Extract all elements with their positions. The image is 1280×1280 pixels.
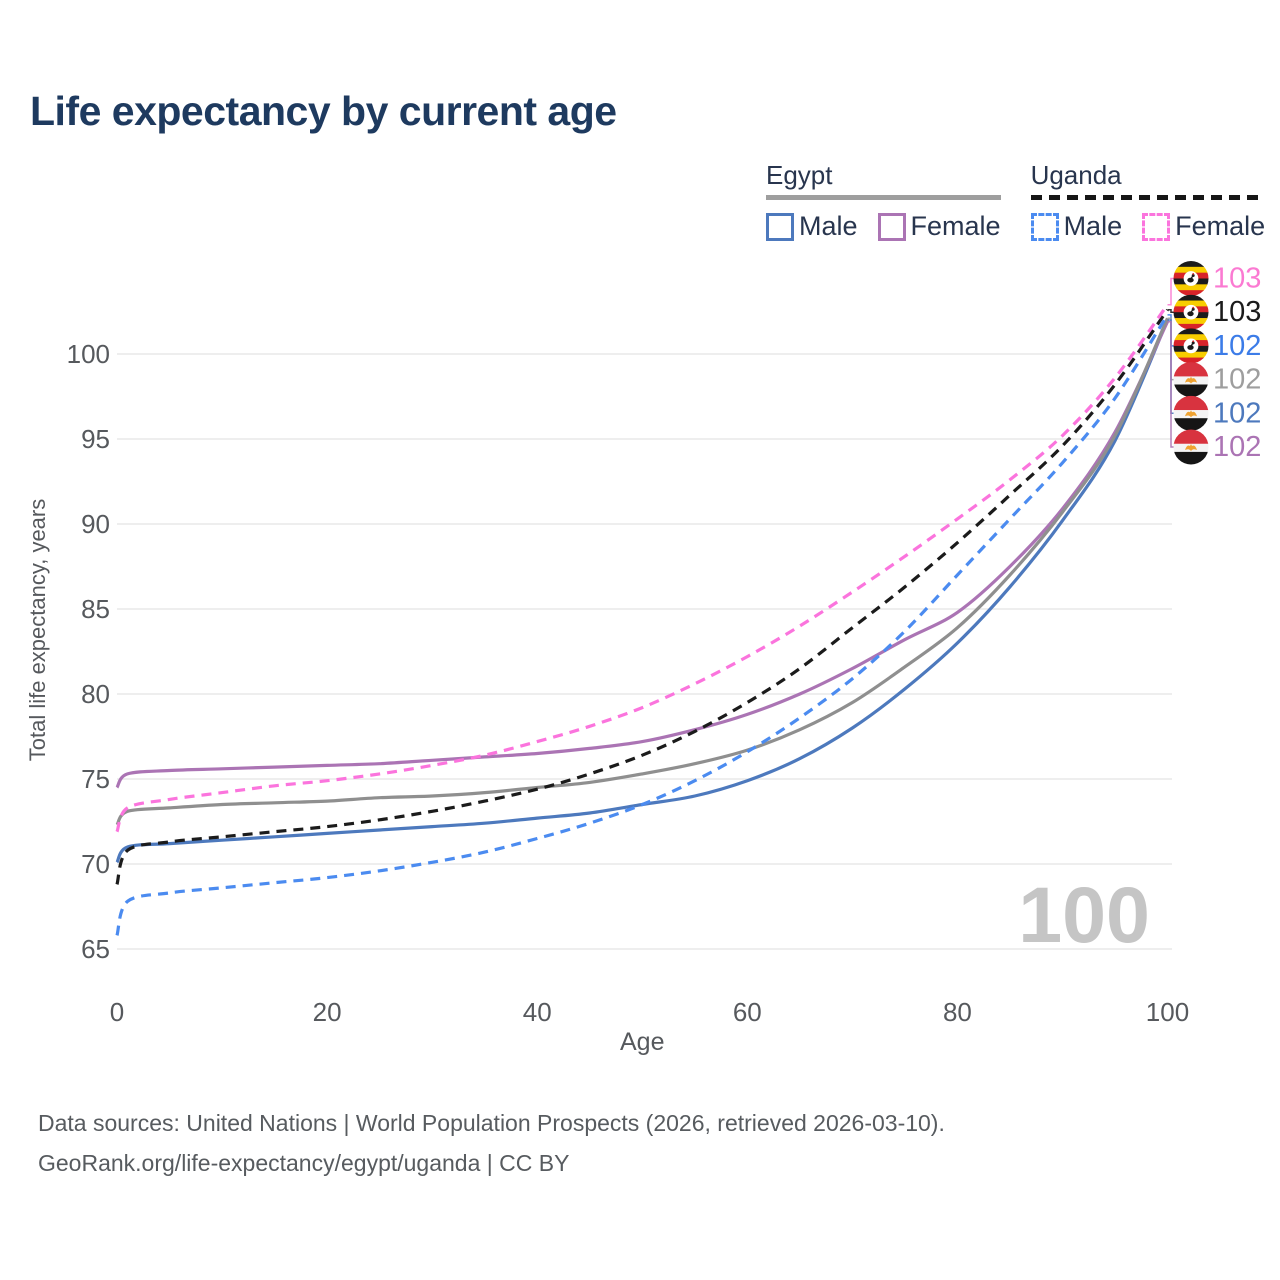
legend-item-egypt-female[interactable]: Female bbox=[877, 211, 1001, 242]
uganda-male-swatch-icon bbox=[1030, 212, 1059, 241]
legend-item-label: Female bbox=[1175, 211, 1266, 241]
legend-header-egypt[interactable]: Egypt bbox=[766, 160, 833, 190]
y-tick-label: 90 bbox=[81, 509, 110, 539]
egypt-female-swatch-icon bbox=[877, 212, 906, 241]
x-axis-title: Age bbox=[620, 1028, 664, 1056]
series-line-uganda-female[interactable] bbox=[115, 303, 1169, 833]
series-line-egypt-male[interactable] bbox=[115, 319, 1169, 864]
legend-item-uganda-male[interactable]: Male bbox=[1030, 211, 1123, 242]
x-tick-label: 80 bbox=[943, 997, 972, 1027]
series-line-uganda-both-sexes[interactable] bbox=[115, 308, 1169, 885]
uganda-flag-icon bbox=[1173, 328, 1209, 364]
legend-items-egypt: Male Female bbox=[766, 211, 1001, 242]
end-value-label-egypt-male: 102 bbox=[1213, 397, 1261, 429]
legend-items-uganda: Male Female bbox=[1030, 211, 1265, 242]
legend: Egypt Male Female Uganda Male bbox=[766, 160, 1266, 242]
series-line-egypt-female[interactable] bbox=[115, 321, 1169, 789]
y-tick-label: 100 bbox=[67, 339, 110, 369]
page-title: Life expectancy by current age bbox=[30, 88, 617, 134]
legend-item-uganda-female[interactable]: Female bbox=[1142, 211, 1265, 242]
series-line-uganda-male[interactable] bbox=[115, 314, 1169, 936]
end-value-label-egypt-female: 102 bbox=[1213, 431, 1261, 463]
end-value-label-uganda-female: 103 bbox=[1213, 263, 1261, 295]
uganda-flag-icon bbox=[1173, 294, 1209, 330]
egypt-flag-icon bbox=[1173, 429, 1209, 465]
y-tick-label: 80 bbox=[81, 679, 110, 709]
legend-underline-uganda bbox=[1030, 195, 1266, 200]
end-value-label-egypt-both-sexes: 102 bbox=[1213, 364, 1261, 396]
egypt-flag-icon bbox=[1173, 395, 1209, 431]
footer-data-sources: Data sources: United Nations | World Pop… bbox=[38, 1110, 945, 1136]
legend-header-uganda[interactable]: Uganda bbox=[1030, 160, 1122, 190]
legend-group-uganda: Uganda Male Female bbox=[1030, 160, 1266, 242]
legend-item-label: Male bbox=[799, 211, 858, 241]
legend-item-label: Male bbox=[1063, 211, 1123, 241]
y-tick-label: 70 bbox=[81, 849, 110, 879]
legend-item-label: Female bbox=[910, 211, 1001, 241]
end-value-label-uganda-both-sexes: 103 bbox=[1213, 296, 1261, 328]
series-line-egypt-both-sexes[interactable] bbox=[115, 317, 1169, 826]
x-tick-label: 0 bbox=[110, 997, 124, 1027]
x-tick-label: 60 bbox=[733, 997, 762, 1027]
x-tick-label: 100 bbox=[1146, 997, 1189, 1027]
egypt-flag-icon bbox=[1173, 362, 1209, 398]
uganda-female-swatch-icon bbox=[1142, 212, 1171, 241]
x-tick-label: 40 bbox=[523, 997, 552, 1027]
legend-underline-egypt bbox=[766, 195, 1001, 200]
y-tick-label: 65 bbox=[81, 934, 110, 964]
legend-group-egypt: Egypt Male Female bbox=[766, 160, 1001, 242]
y-tick-label: 85 bbox=[81, 594, 110, 624]
end-value-label-uganda-male: 102 bbox=[1213, 330, 1261, 362]
chart-footer: Data sources: United Nations | World Pop… bbox=[38, 1103, 945, 1183]
y-axis-title: Total life expectancy, years bbox=[25, 499, 50, 762]
age-cursor-watermark: 100 bbox=[1018, 870, 1150, 959]
y-tick-label: 75 bbox=[81, 764, 110, 794]
footer-attribution: GeoRank.org/life-expectancy/egypt/uganda… bbox=[38, 1150, 570, 1176]
uganda-flag-icon bbox=[1173, 261, 1209, 296]
y-tick-label: 95 bbox=[81, 424, 110, 454]
egypt-male-swatch-icon bbox=[766, 212, 794, 241]
legend-item-egypt-male[interactable]: Male bbox=[766, 211, 858, 242]
x-tick-label: 20 bbox=[313, 997, 342, 1027]
